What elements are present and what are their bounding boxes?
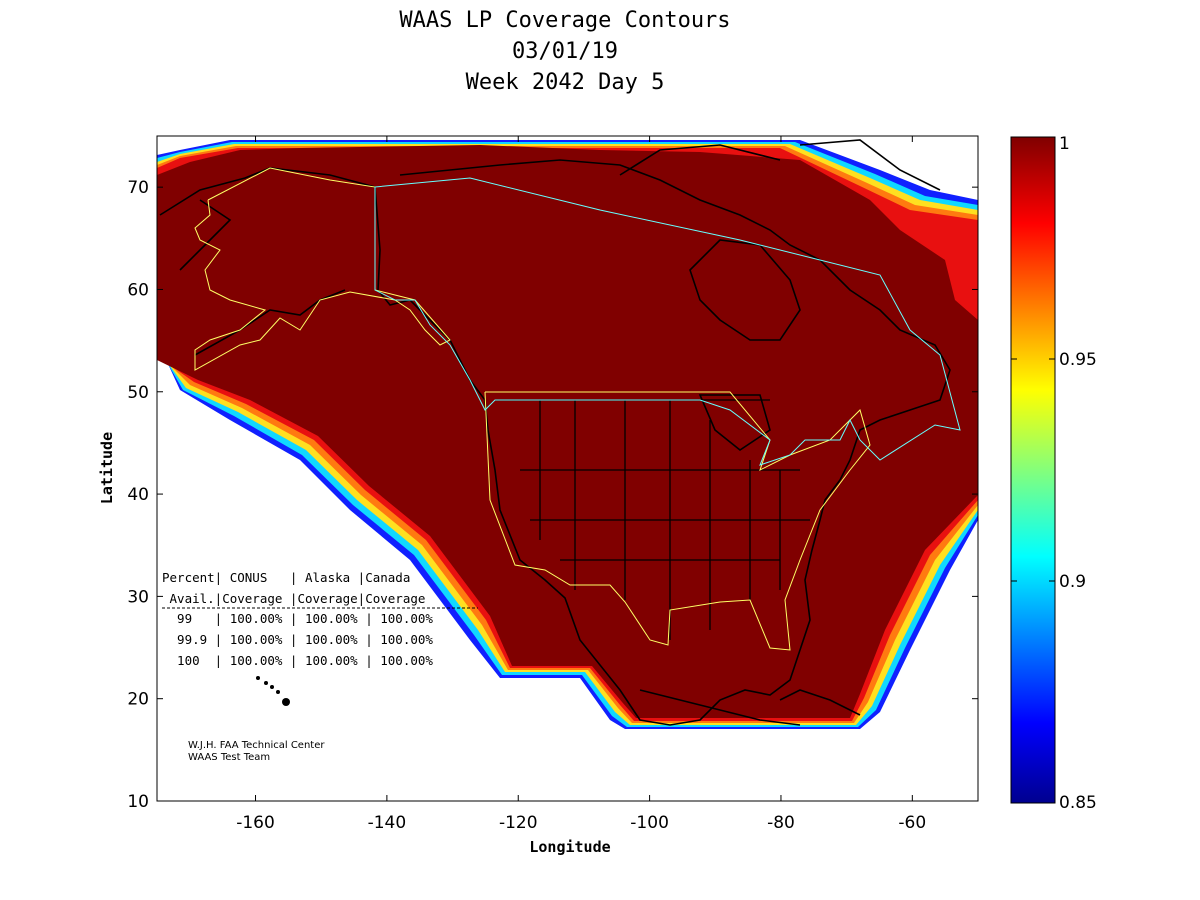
map-date: 03/01/19 (512, 39, 618, 64)
plot-frame (156, 135, 979, 802)
coastlines (159, 139, 951, 726)
colorbar-tick-label: 0.85 (1059, 793, 1097, 813)
y-tick-label: 60 (127, 280, 149, 300)
hawaii-islands (256, 676, 290, 706)
credit-line-1: W.J.H. FAA Technical Center (188, 740, 325, 751)
coverage-table: Percent| CONUS | Alaska |Canada Avail.|C… (162, 570, 478, 668)
x-tick-label: -140 (368, 813, 407, 833)
canada-service-area (374, 177, 961, 466)
colorbar (1010, 136, 1056, 804)
x-tick-label: -60 (898, 813, 926, 833)
y-tick-label: 50 (127, 383, 149, 403)
colorbar-tick-label: 1 (1059, 134, 1070, 154)
x-tick-label: -160 (236, 813, 275, 833)
table-row: 100 | 100.00% | 100.00% | 100.00% (162, 653, 433, 668)
table-row: 99.9 | 100.00% | 100.00% | 100.00% (162, 632, 433, 647)
x-tick-label: -100 (630, 813, 669, 833)
credit-line-2: WAAS Test Team (188, 752, 270, 763)
alaska-service-area (194, 167, 451, 371)
y-axis-ticks: 10 20 30 40 50 60 70 (127, 178, 978, 812)
coverage-band-full (157, 145, 978, 718)
y-tick-label: 10 (127, 792, 149, 812)
y-axis-label: Latitude (98, 432, 116, 504)
map-title: WAAS LP Coverage Contours (399, 8, 731, 33)
table-header-1: Percent| CONUS | Alaska |Canada (162, 570, 410, 585)
x-axis-label: Longitude (529, 838, 610, 856)
y-tick-label: 70 (127, 178, 149, 198)
table-header-2: Avail.|Coverage |Coverage|Coverage (162, 591, 425, 606)
map-week-day: Week 2042 Day 5 (465, 70, 665, 95)
y-tick-label: 40 (127, 485, 149, 505)
colorbar-tick-label: 0.9 (1059, 572, 1086, 592)
y-tick-label: 20 (127, 690, 149, 710)
y-tick-label: 30 (127, 587, 149, 607)
colorbar-tick-label: 0.95 (1059, 350, 1097, 370)
x-axis-ticks: -160 -140 -120 -100 -80 -60 (236, 136, 926, 833)
colorbar-ticks: 0.85 0.9 0.95 1 (1011, 134, 1097, 813)
x-tick-label: -120 (499, 813, 538, 833)
table-row: 99 | 100.00% | 100.00% | 100.00% (162, 611, 433, 626)
x-tick-label: -80 (767, 813, 795, 833)
conus-service-area (484, 391, 871, 651)
